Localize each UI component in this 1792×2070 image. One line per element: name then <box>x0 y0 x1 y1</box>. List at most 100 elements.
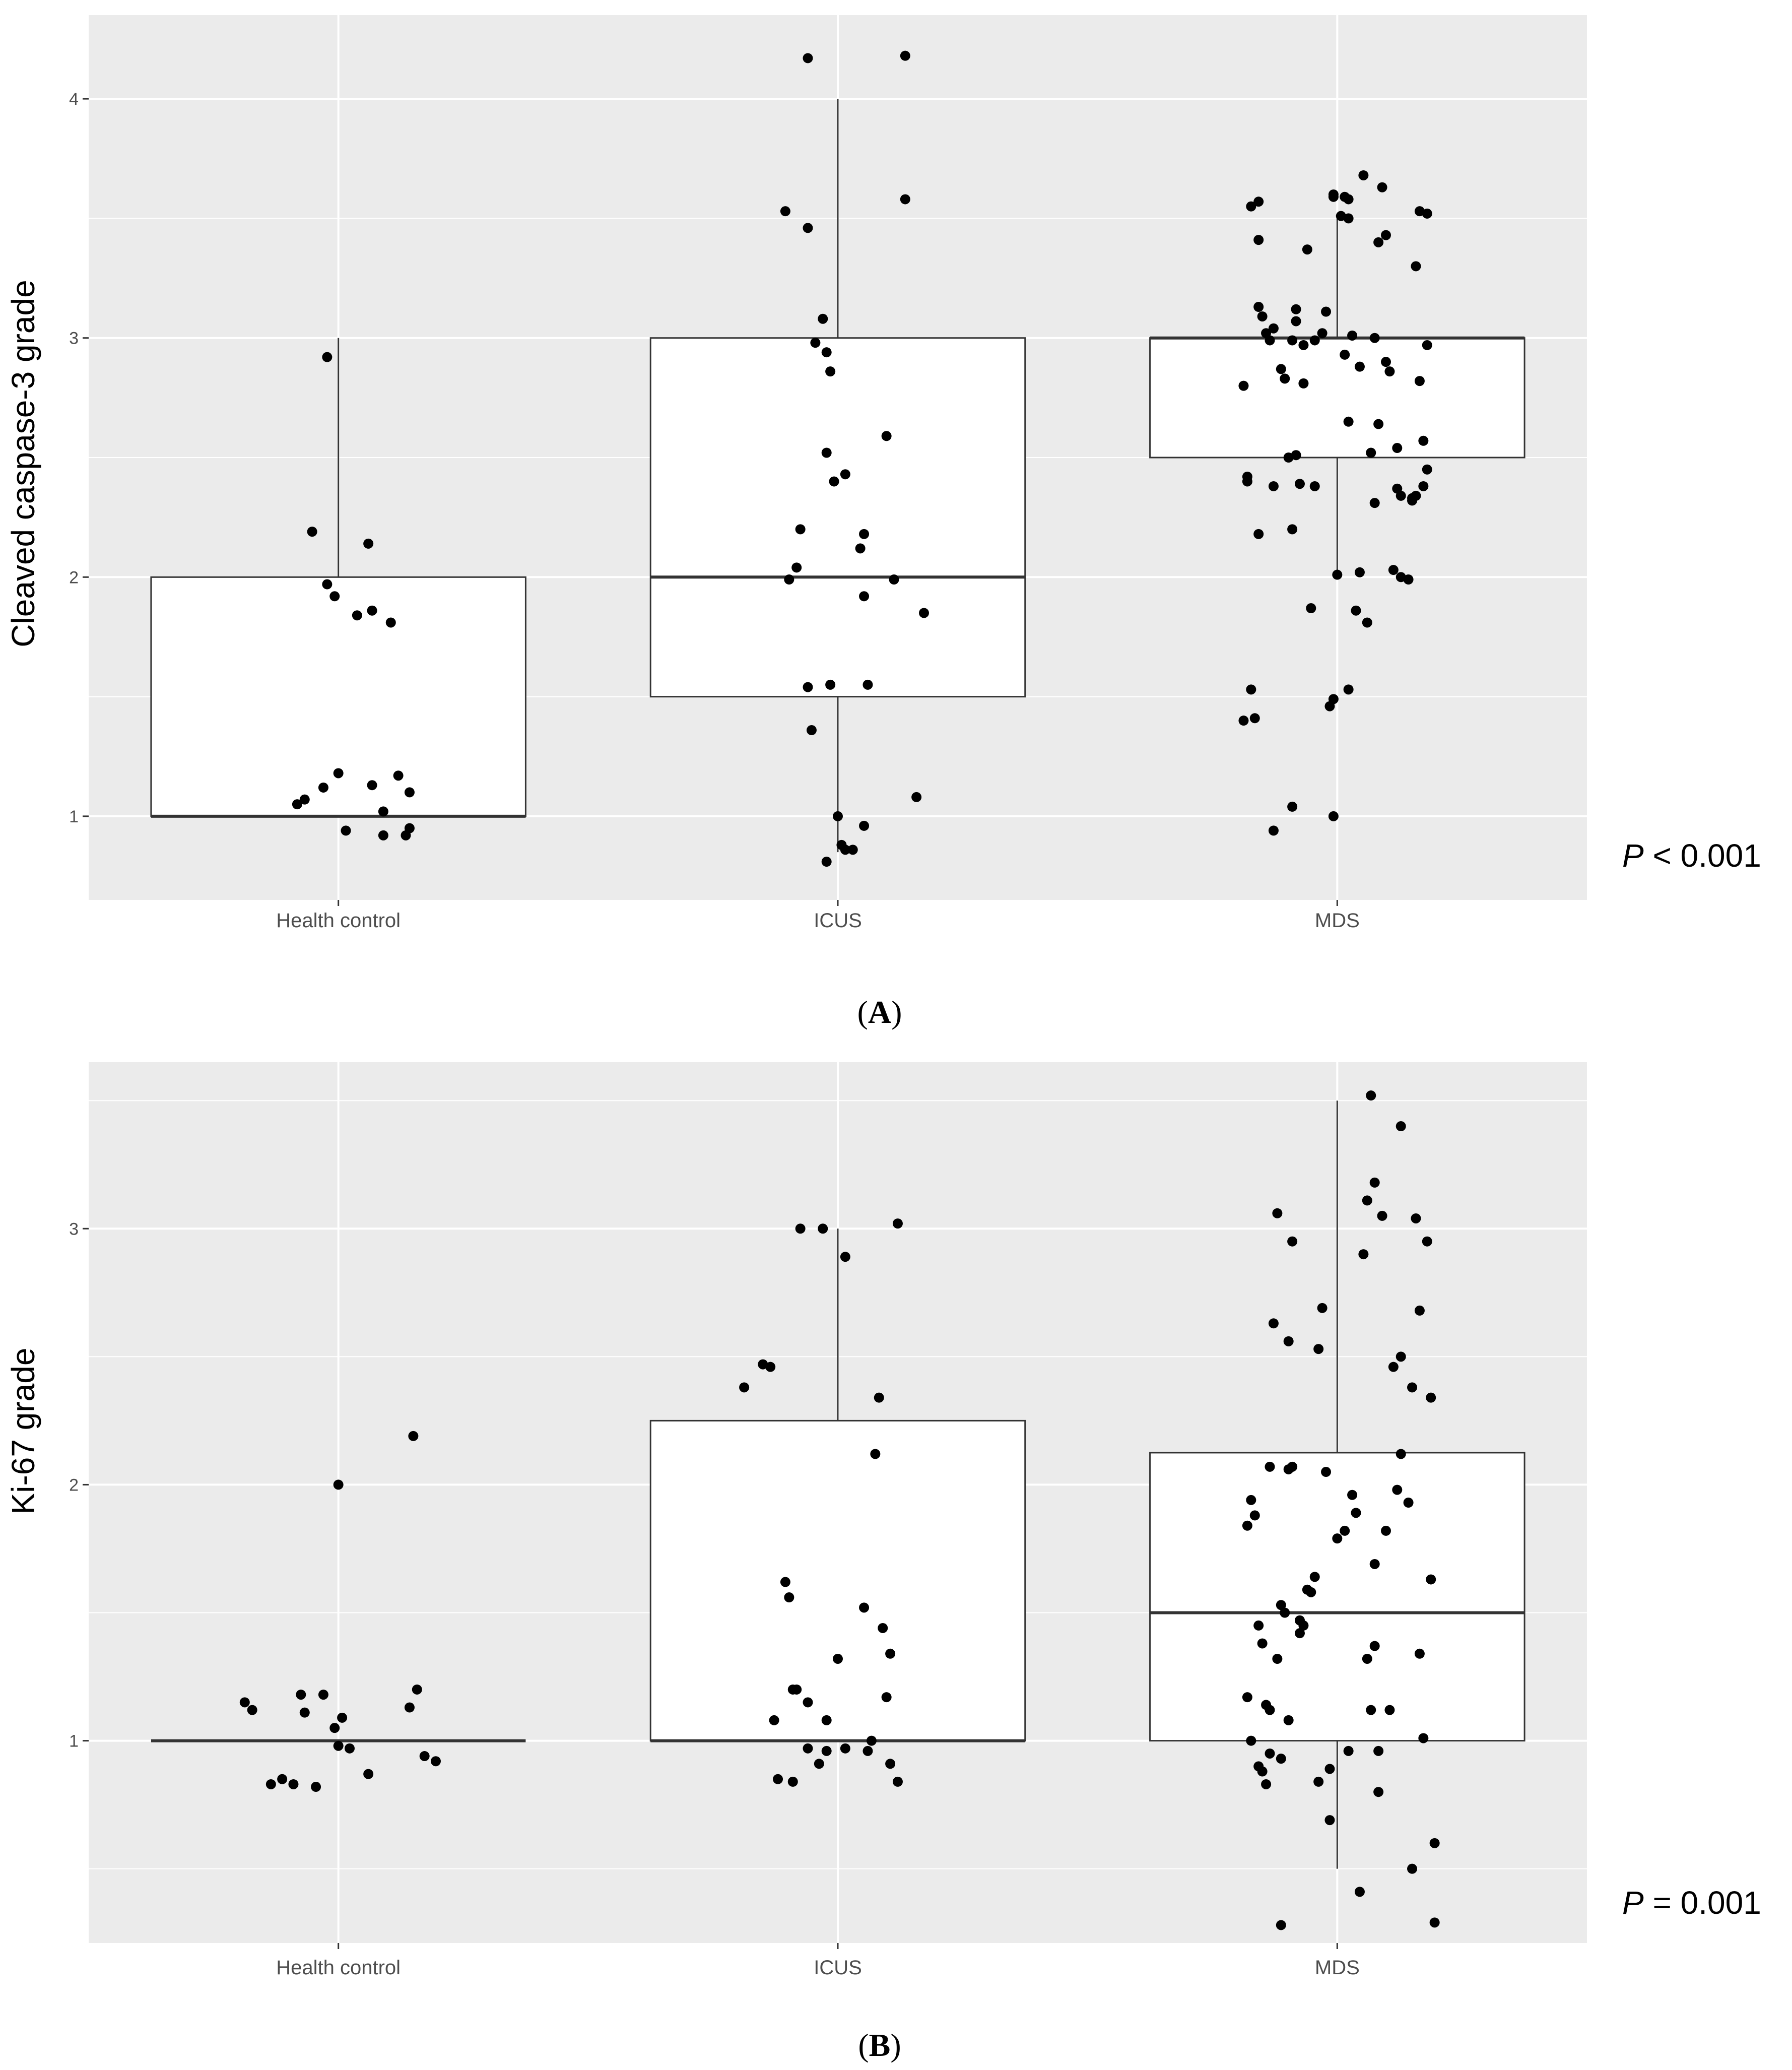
data-point <box>840 1252 850 1262</box>
data-point <box>889 574 899 585</box>
data-point <box>1246 684 1256 695</box>
data-point <box>885 1759 896 1769</box>
data-point <box>1238 380 1249 391</box>
data-point <box>874 1392 884 1403</box>
data-point <box>1317 1303 1328 1313</box>
data-point <box>847 845 858 855</box>
data-point <box>840 469 850 480</box>
data-point <box>1343 1745 1354 1756</box>
data-point <box>311 1782 321 1792</box>
data-point <box>1396 1121 1406 1132</box>
data-point <box>866 1735 877 1746</box>
data-point <box>1306 603 1316 613</box>
data-point <box>1313 1344 1324 1354</box>
data-point <box>1291 316 1301 327</box>
data-point <box>1369 498 1380 508</box>
data-point <box>833 1653 843 1664</box>
data-point <box>795 1223 806 1234</box>
data-point <box>1246 201 1256 212</box>
data-point <box>1272 1208 1283 1218</box>
data-point <box>829 476 839 487</box>
data-point <box>1287 335 1298 346</box>
data-point <box>911 792 922 802</box>
data-point <box>1414 376 1425 386</box>
data-point <box>780 1577 790 1587</box>
data-point <box>1407 1863 1418 1874</box>
data-point <box>1291 450 1301 461</box>
data-point <box>1257 1766 1268 1777</box>
data-point <box>1321 306 1332 317</box>
data-point <box>1340 349 1350 360</box>
data-point <box>862 679 873 690</box>
points-b <box>239 1090 1440 1930</box>
data-point <box>1411 1213 1421 1223</box>
panel-label-a: (A) <box>857 994 902 1030</box>
data-point <box>825 366 836 377</box>
data-point <box>1253 302 1264 312</box>
data-point <box>1246 1735 1256 1746</box>
data-point <box>878 1623 888 1633</box>
data-point <box>1418 481 1429 491</box>
data-point <box>299 1707 310 1718</box>
data-point <box>288 1779 299 1789</box>
data-point <box>344 1743 355 1754</box>
data-point <box>1238 716 1249 726</box>
data-point <box>1411 490 1421 501</box>
x-categories-b: Health control ICUS MDS <box>276 1943 1360 1979</box>
chart-a: 1 2 3 4 Health control ICUS MDS Cleaved caspa… <box>5 15 1761 1030</box>
data-point <box>1384 1705 1395 1715</box>
points-a <box>292 50 1432 867</box>
data-point <box>1396 490 1406 501</box>
data-point <box>1426 1574 1436 1585</box>
data-point <box>825 679 836 690</box>
data-point <box>1362 1653 1372 1664</box>
data-point <box>1422 464 1432 475</box>
data-point <box>277 1774 288 1784</box>
data-point <box>821 857 832 867</box>
data-point <box>1265 335 1275 346</box>
boxes-b <box>151 1101 1525 1869</box>
data-point <box>1268 481 1279 491</box>
y-axis-label-b: Ki-67 grade <box>5 1348 41 1515</box>
data-point <box>1362 617 1372 628</box>
p-letter-a: P <box>1622 837 1644 874</box>
data-point <box>393 770 404 781</box>
data-point <box>1373 1787 1384 1797</box>
data-point <box>1287 524 1298 535</box>
box-2 <box>649 1419 1026 1742</box>
data-point <box>787 1776 798 1787</box>
data-point <box>1253 235 1264 245</box>
x-category-label: MDS <box>1315 910 1360 932</box>
data-point <box>1298 1620 1309 1631</box>
data-point <box>1257 311 1268 321</box>
data-point <box>1418 1733 1429 1743</box>
data-point <box>919 608 930 618</box>
data-point <box>1403 1498 1414 1508</box>
data-point <box>1429 1838 1440 1848</box>
y-axis-label-a: Cleaved caspase-3 grade <box>5 280 41 647</box>
data-point <box>1287 1461 1298 1472</box>
data-point <box>1242 471 1252 482</box>
data-point <box>322 352 333 362</box>
data-point <box>1249 1510 1260 1521</box>
data-point <box>1261 1779 1272 1789</box>
data-point <box>385 617 396 628</box>
data-point <box>881 431 892 441</box>
data-point <box>367 780 377 791</box>
data-point <box>1302 244 1312 255</box>
data-point <box>1380 357 1391 367</box>
data-point <box>412 1684 422 1695</box>
data-point <box>1369 1641 1380 1651</box>
data-point <box>419 1751 430 1762</box>
p-suffix-a: < 0.001 <box>1644 837 1761 874</box>
data-point <box>1362 1195 1372 1206</box>
data-point <box>1287 1236 1298 1247</box>
data-point <box>1358 170 1369 180</box>
data-point <box>1422 1236 1432 1247</box>
data-point <box>810 338 821 348</box>
data-point <box>1343 213 1354 224</box>
data-point <box>307 527 317 537</box>
data-point <box>239 1697 250 1708</box>
panel-label-b: (B) <box>858 2027 901 2063</box>
data-point <box>840 1743 850 1754</box>
